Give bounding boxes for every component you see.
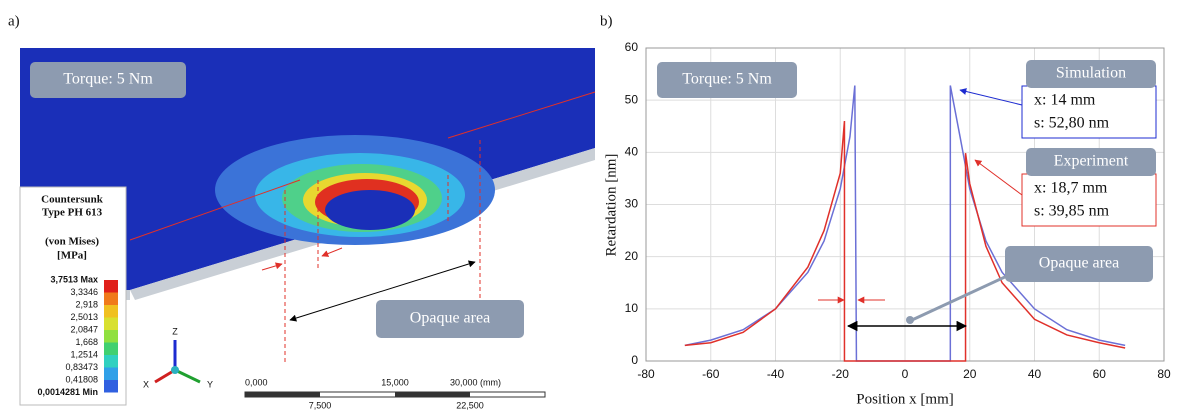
legend-label: Simulation: [1056, 65, 1126, 82]
x-tick-label: -20: [832, 367, 850, 381]
colorbar-label: 0,41808: [65, 374, 98, 384]
scale-label: 0,000: [245, 377, 268, 387]
legend-subtitle: [MPa]: [57, 250, 87, 262]
opaque-label: Opaque area: [410, 310, 490, 327]
panel-label: b): [600, 13, 613, 29]
annotation: x: 18,7 mm: [1034, 180, 1108, 197]
torque-label: Torque: 5 Nm: [63, 71, 153, 88]
x-tick-label: 60: [1093, 367, 1107, 381]
legend-title: Type PH 613: [42, 207, 103, 219]
exp-box: [1021, 173, 1157, 227]
legend-item: [1026, 148, 1156, 176]
opaque-label: Opaque area: [1039, 255, 1119, 272]
annotations: [818, 88, 1023, 332]
colorbar-label: 2,5013: [70, 312, 98, 322]
x-axis-title: Position x [mm]: [856, 391, 954, 407]
color-swatch: [104, 342, 118, 355]
torque-box: [657, 62, 797, 98]
color-swatch: [104, 305, 118, 318]
panel-label: a): [8, 13, 20, 29]
colorbar-label: 3,3346: [70, 287, 98, 297]
colorbar-label: 1,2514: [70, 349, 98, 359]
y-tick-label: 0: [631, 353, 638, 367]
torque-label: Torque: 5 Nm: [682, 71, 772, 88]
x-tick-label: -40: [767, 367, 785, 381]
series-line: [684, 120, 1126, 362]
color-swatch: [104, 280, 118, 293]
opaque-box: [376, 300, 524, 338]
y-tick-label: 40: [625, 145, 639, 159]
y-tick-label: 20: [625, 249, 639, 263]
x-tick-label: 20: [963, 367, 977, 381]
axis-x: X: [143, 379, 149, 389]
x-tick-label: -60: [702, 367, 720, 381]
color-swatch: [104, 367, 118, 380]
y-tick-label: 30: [625, 197, 639, 211]
opaque-box: [1005, 246, 1153, 282]
colorbar-label: 3,7513 Max: [50, 274, 98, 284]
sim-box: [1021, 85, 1157, 139]
scale-label: 7,500: [309, 400, 332, 410]
legend-subtitle: (von Mises): [45, 236, 99, 248]
torque-box: [30, 62, 186, 98]
annotation: x: 14 mm: [1034, 92, 1096, 109]
colorbar-label: 0,83473: [65, 362, 98, 372]
axis-z: Z: [172, 326, 178, 336]
x-tick-label: 0: [902, 367, 909, 381]
legend-title: Countersunk: [41, 194, 104, 206]
colorbar-label: 2,918: [75, 299, 98, 309]
scale-label: 22,500: [456, 400, 484, 410]
color-swatch: [104, 292, 118, 305]
y-tick-label: 60: [625, 40, 639, 54]
x-tick-label: 80: [1157, 367, 1171, 381]
colorbar-label: 2,0847: [70, 324, 98, 334]
color-swatch: [104, 380, 118, 393]
colorbar-label: 0,0014281 Min: [37, 387, 98, 397]
legend-label: Experiment: [1054, 153, 1129, 170]
color-swatch: [104, 317, 118, 330]
y-axis-title: Retardation [nm]: [603, 154, 619, 257]
colorbar-label: 1,668: [75, 337, 98, 347]
y-tick-label: 10: [625, 301, 639, 315]
axis-y: Y: [207, 379, 213, 389]
annotation: s: 52,80 nm: [1034, 115, 1110, 132]
legend-item: [1026, 60, 1156, 88]
color-swatch: [104, 330, 118, 343]
y-tick-label: 50: [625, 92, 639, 106]
x-tick-label: 40: [1028, 367, 1042, 381]
scale-bar: [244, 391, 546, 398]
color-swatch: [104, 355, 118, 368]
triad: [154, 340, 201, 384]
x-tick-label: -80: [637, 367, 655, 381]
annotation: s: 39,85 nm: [1034, 203, 1110, 220]
scale-label: 30,000 (mm): [450, 377, 501, 387]
scale-label: 15,000: [381, 377, 409, 387]
